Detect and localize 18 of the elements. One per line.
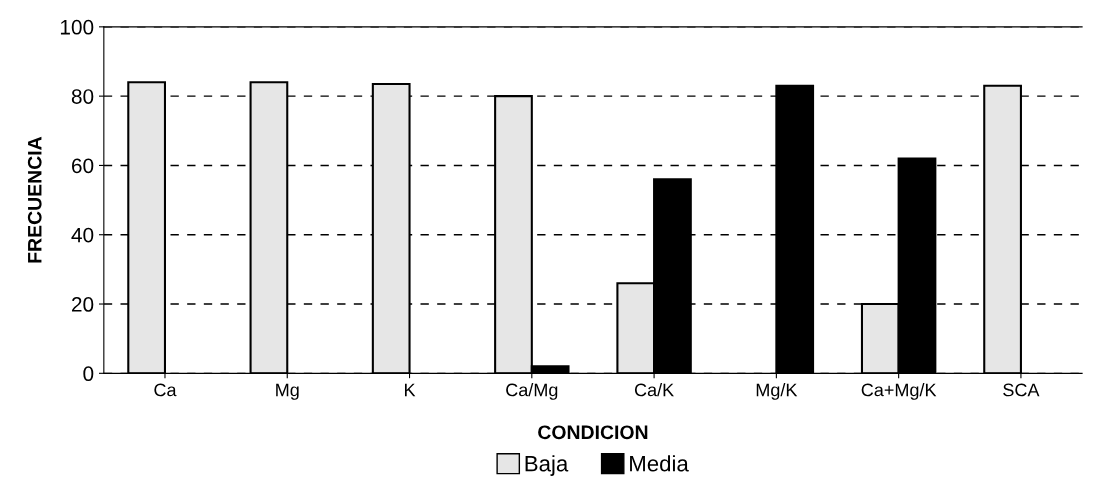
x-tick-label: K (404, 383, 416, 397)
y-tick-label: 100 (60, 19, 94, 35)
y-tick-label: 0 (83, 366, 94, 382)
x-tick-label: SCA (1003, 383, 1040, 397)
y-tick-label: 60 (72, 158, 94, 174)
y-tick-label: 80 (71, 89, 94, 104)
x-tick-label: Ca/Mg (506, 383, 558, 400)
x-axis-title: CONDICION (538, 425, 648, 440)
x-tick-label: Mg/K (756, 383, 798, 400)
x-tick-label: Ca/K (634, 383, 674, 397)
x-tick-label: Ca (154, 383, 177, 397)
y-tick-label: 20 (71, 297, 94, 312)
legend-label: Media (630, 455, 689, 472)
legend-label: Baja (525, 455, 569, 476)
y-tick-label: 40 (71, 227, 94, 243)
x-tick-label: Mg (276, 383, 299, 400)
y-axis-title: FRECUENCIA (27, 136, 42, 263)
x-tick-label: Ca+Mg/K (861, 383, 937, 400)
